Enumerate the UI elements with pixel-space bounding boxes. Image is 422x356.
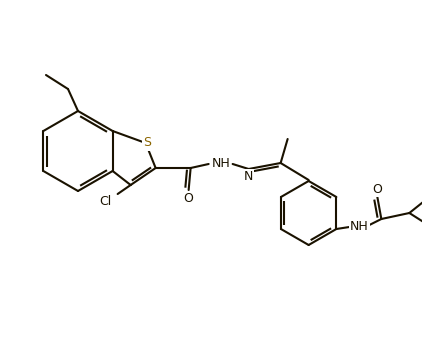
- Text: Cl: Cl: [100, 194, 112, 208]
- Text: NH: NH: [350, 220, 369, 232]
- Text: O: O: [184, 192, 194, 204]
- Text: O: O: [373, 183, 382, 195]
- Text: S: S: [143, 136, 151, 150]
- Text: N: N: [244, 169, 253, 183]
- Text: NH: NH: [211, 157, 230, 169]
